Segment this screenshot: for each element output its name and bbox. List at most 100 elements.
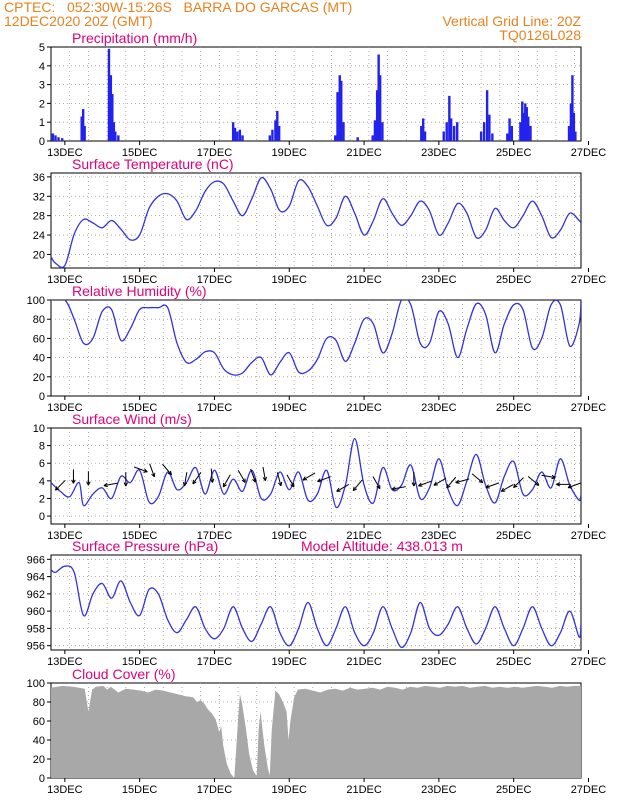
precip-bar (57, 137, 60, 141)
precip-bar (485, 90, 489, 141)
wind-arrow (352, 479, 363, 492)
wind-arrow (286, 474, 295, 488)
x-tick-label: 23DEC (421, 656, 457, 668)
series-line (51, 300, 581, 376)
y-tick-label: 28 (33, 211, 45, 223)
precip-bar (268, 135, 272, 141)
precip-bar (482, 122, 486, 141)
precip-bar (571, 75, 574, 141)
y-tick-label: 2 (39, 493, 45, 505)
x-tick-label: 23DEC (421, 402, 457, 414)
x-tick-label: 27DEC (571, 147, 607, 159)
y-tick-label: 100 (27, 295, 45, 307)
precip-bar (450, 118, 453, 141)
wind-arrow (71, 469, 76, 484)
y-tick-label: 964 (27, 572, 45, 584)
panel-frame (50, 299, 582, 397)
precip-bar (527, 116, 530, 141)
x-tick-label: 15DEC (122, 656, 158, 668)
x-tick-label: 19DEC (272, 656, 308, 668)
y-tick-label: 1 (39, 117, 45, 129)
x-tick-label: 25DEC (496, 784, 532, 796)
precip-bar (567, 125, 571, 141)
precip-bar (519, 122, 522, 141)
wind-arrow (455, 478, 470, 484)
header-model-id: TQ0126L028 (499, 27, 581, 43)
x-tick-label: 13DEC (47, 274, 83, 286)
wind-arrow (541, 474, 556, 480)
precip-bar (338, 75, 341, 141)
y-tick-label: 6 (39, 458, 45, 470)
panel-title: Surface Temperature (nC) (72, 156, 234, 172)
panel-title: Surface Pressure (hPa) (72, 538, 218, 554)
precip-bar (525, 107, 528, 141)
panel-frame (50, 46, 582, 142)
y-tick-label: 2 (39, 98, 45, 110)
panel-title: Precipitation (mm/h) (72, 30, 197, 46)
precip-bar (236, 131, 239, 141)
wind-arrow (391, 486, 406, 491)
wind-arrow (86, 471, 91, 486)
y-tick-label: 20 (33, 249, 45, 261)
precip-bar (381, 122, 384, 141)
panel-2: 20 24 28 32 36 13DEC 15DEC 17DEC 19DEC 21DEC 23DEC… (33, 156, 607, 286)
precip-bar (61, 138, 64, 141)
wind-arrow (500, 483, 514, 492)
precip-bar (107, 48, 111, 141)
x-tick-label: 27DEC (571, 784, 607, 796)
x-tick-label: 23DEC (421, 147, 457, 159)
x-tick-label: 13DEC (47, 147, 83, 159)
precip-bar (420, 125, 423, 141)
wind-arrow (182, 472, 188, 487)
panel-6: 0 20 40 60 80 100 13DEC 15DEC 17DEC 19DEC 21DEC 23D… (27, 666, 607, 796)
wind-arrow (134, 466, 148, 473)
precip-bar (479, 131, 483, 141)
wind-arrow (209, 468, 215, 483)
x-tick-label: 21DEC (346, 784, 382, 796)
x-tick-label: 21DEC (346, 147, 382, 159)
panel-4: 0 2 4 6 8 10 13DEC 15DEC 17DEC 19DEC 21DEC 23DEC 25D… (33, 411, 607, 542)
header-grid-line: Vertical Grid Line: 20Z (442, 13, 581, 29)
panel-1: 0 1 2 3 4 5 13DEC 15DEC 17DEC 19DEC 21DEC 23DEC 25DE… (39, 30, 606, 159)
precip-bar (488, 114, 491, 141)
y-tick-label: 966 (27, 554, 45, 566)
cloud-area (51, 685, 581, 778)
y-tick-label: 60 (33, 716, 45, 728)
x-tick-label: 27DEC (571, 530, 607, 542)
wind-arrow (262, 466, 267, 481)
y-tick-label: 40 (33, 735, 45, 747)
x-tick-label: 19DEC (272, 784, 308, 796)
wind-arrow (302, 472, 316, 481)
series-line (51, 565, 581, 649)
precip-bar (373, 120, 377, 141)
x-tick-label: 15DEC (122, 784, 158, 796)
precip-bar (80, 116, 83, 141)
wind-arrow (162, 463, 172, 476)
precip-bar (271, 129, 274, 141)
wind-arrow (372, 476, 381, 490)
precip-bar (442, 131, 445, 141)
wind-arrow (471, 473, 484, 484)
panel-subtitle: Model Altitude: 438.013 m (301, 538, 463, 554)
y-tick-label: 4 (39, 476, 45, 488)
x-tick-label: 19DEC (272, 147, 308, 159)
y-tick-label: 20 (33, 372, 45, 384)
precip-bar (336, 92, 339, 141)
x-tick-label: 17DEC (197, 656, 233, 668)
precip-bar (506, 133, 509, 141)
wind-arrow (418, 480, 432, 487)
y-tick-label: 958 (27, 623, 45, 635)
wind-arrow (276, 472, 283, 487)
precip-bar (241, 135, 244, 141)
precip-bar (54, 135, 57, 141)
precip-bar (276, 110, 279, 141)
precip-bar (114, 131, 117, 141)
y-tick-label: 8 (39, 441, 45, 453)
x-tick-label: 13DEC (47, 402, 83, 414)
precip-bar (423, 131, 427, 141)
panel-title: Surface Wind (m/s) (72, 411, 192, 427)
x-tick-label: 21DEC (346, 274, 382, 286)
y-tick-label: 3 (39, 80, 45, 92)
precip-bar (510, 125, 514, 141)
precip-bar (81, 109, 85, 141)
